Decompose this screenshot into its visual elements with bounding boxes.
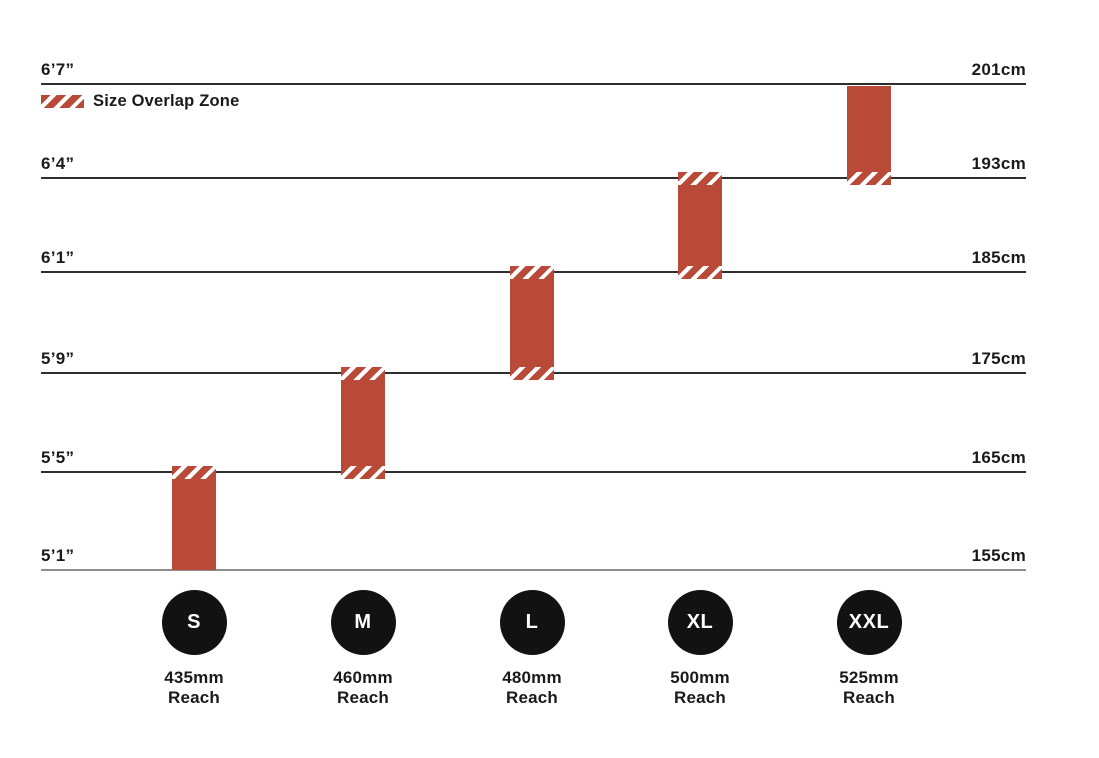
tick-left-175cm: 5’9” [41,349,75,368]
overlap-zone-top-XL [678,172,722,185]
tick-left-155cm: 5’1” [41,546,75,565]
reach-label-XXL: 525mm Reach [799,668,939,707]
overlap-zone-top-L [510,266,554,279]
size-bar-M [341,367,385,479]
reach-value-S: 435mm [164,668,224,687]
tick-right-201cm: 201cm [971,60,1026,79]
overlap-zone-top-S [172,466,216,479]
legend: Size Overlap Zone [41,92,239,111]
gridline-155cm [41,569,1026,571]
reach-suffix-M: Reach [336,687,390,707]
reach-suffix-XXL: Reach [842,687,896,707]
overlap-zone-top-M [341,367,385,380]
size-bar-XXL [847,86,891,185]
size-circle-label-XXL: XXL [848,611,890,633]
size-circle-L: L [499,590,565,655]
overlap-hatch-swatch [41,95,84,108]
reach-suffix-XL: Reach [673,687,727,707]
size-circle-XXL: XXL [836,590,902,655]
tick-right-155cm: 155cm [971,546,1026,565]
size-circle-label-M: M [354,611,372,633]
reach-label-M: 460mm Reach [293,668,433,707]
reach-label-L: 480mm Reach [462,668,602,707]
legend-label: Size Overlap Zone [93,92,240,110]
tick-left-165cm: 5’5” [41,448,75,467]
reach-value-XXL: 525mm [839,668,899,687]
tick-left-193cm: 6’4” [41,154,75,173]
reach-value-XL: 500mm [670,668,730,687]
reach-label-S: 435mm Reach [124,668,264,707]
reach-value-M: 460mm [333,668,393,687]
reach-suffix-L: Reach [505,687,559,707]
size-circle-label-S: S [187,611,201,633]
size-circle-XL: XL [667,590,733,655]
tick-left-201cm: 6’7” [41,60,75,79]
size-circle-S: S [161,590,227,655]
overlap-zone-bottom-M [341,466,385,479]
size-bar-L [510,266,554,380]
reach-value-L: 480mm [502,668,562,687]
tick-right-185cm: 185cm [971,248,1026,267]
gridline-165cm [41,471,1026,473]
size-circle-label-XL: XL [686,611,714,633]
overlap-zone-bottom-XL [678,266,722,279]
size-circle-M: M [330,590,396,655]
size-circle-label-L: L [525,611,539,633]
size-bar-S [172,466,216,570]
overlap-zone-bottom-XXL [847,172,891,185]
gridline-193cm [41,177,1026,179]
overlap-zone-bottom-L [510,367,554,380]
gridline-201cm [41,83,1026,85]
tick-left-185cm: 6’1” [41,248,75,267]
tick-right-165cm: 165cm [971,448,1026,467]
reach-suffix-S: Reach [167,687,221,707]
reach-label-XL: 500mm Reach [630,668,770,707]
tick-right-193cm: 193cm [971,154,1026,173]
tick-right-175cm: 175cm [971,349,1026,368]
size-bar-XL [678,172,722,279]
